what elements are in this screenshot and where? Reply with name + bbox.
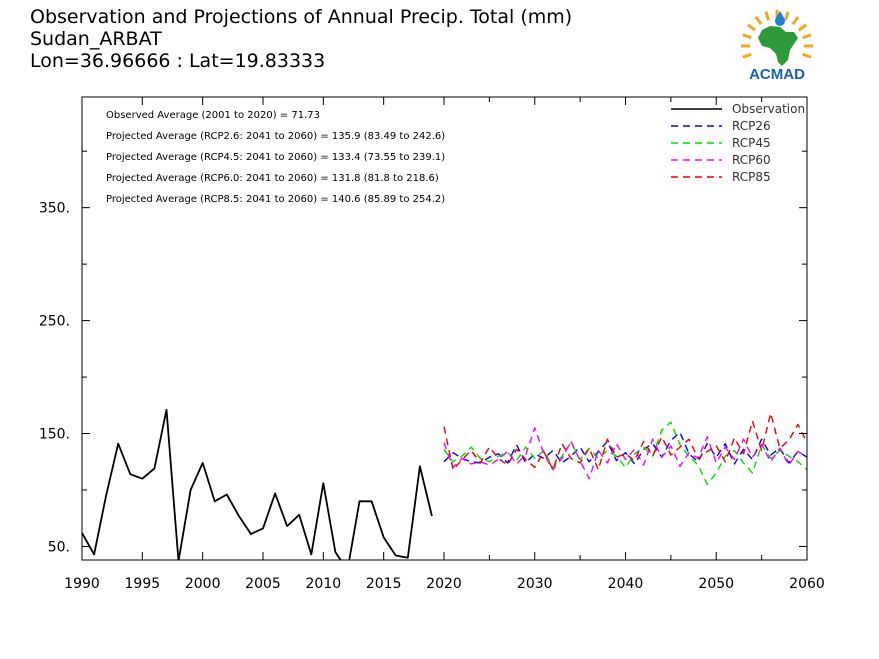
x-tick-label: 1995 — [125, 576, 161, 592]
y-tick-label: 50. — [48, 539, 70, 555]
series-layer — [82, 408, 807, 560]
x-tick-label: 2020 — [426, 576, 462, 592]
logo-ray — [797, 23, 808, 32]
logo-ray — [742, 33, 752, 40]
title-block: Observation and Projections of Annual Pr… — [30, 6, 572, 72]
annotation-rcp26: Projected Average (RCP2.6: 2041 to 2060)… — [106, 131, 445, 142]
logo-ray — [742, 52, 752, 59]
annotation-rcp45: Projected Average (RCP4.5: 2041 to 2060)… — [106, 152, 445, 163]
legend-label-observation: Observation — [732, 102, 805, 116]
x-tick-label: 1990 — [64, 576, 100, 592]
logo-ray — [802, 33, 812, 40]
x-tick-label: 2040 — [608, 576, 644, 592]
x-tick-label: 2010 — [306, 576, 342, 592]
legend: Observation RCP26 RCP45 RCP60 RCP85 — [671, 102, 805, 184]
chart-title: Observation and Projections of Annual Pr… — [30, 6, 573, 28]
series-line-observation — [82, 408, 433, 560]
annotation-rcp60: Projected Average (RCP6.0: 2041 to 2060)… — [106, 173, 439, 184]
x-tick-label: 2015 — [366, 576, 402, 592]
location-name: Sudan_ARBAT — [30, 28, 162, 50]
logo-text: ACMAD — [749, 66, 805, 83]
series-line-rcp26 — [443, 431, 807, 465]
y-tick-label: 150. — [39, 427, 70, 443]
series-line-rcp60 — [443, 427, 807, 480]
legend-label-rcp26: RCP26 — [732, 119, 771, 133]
logo-ray — [746, 23, 757, 32]
annotation-block: Observed Average (2001 to 2020) = 71.73 … — [106, 110, 445, 205]
y-tick-label: 250. — [39, 314, 70, 330]
logo-ray — [764, 11, 771, 21]
x-tick-label: 2050 — [698, 576, 734, 592]
acmad-logo: ACMAD — [741, 10, 813, 83]
logo-ray — [754, 15, 763, 26]
location-coords: Lon=36.96666 : Lat=19.83333 — [30, 50, 326, 72]
legend-label-rcp85: RCP85 — [732, 170, 771, 184]
y-tick-label: 350. — [39, 201, 70, 217]
logo-ray — [783, 11, 790, 21]
series-line-rcp85 — [443, 412, 807, 471]
ticks-layer: 50. 150. 250. 350. 1990 1995 2000 2005 2010 2015 2… — [39, 97, 825, 592]
annotation-rcp85: Projected Average (RCP8.5: 2041 to 2060)… — [106, 194, 445, 205]
legend-label-rcp60: RCP60 — [732, 153, 771, 167]
x-tick-label: 2000 — [185, 576, 221, 592]
water-drop-icon — [775, 11, 785, 26]
logo-rays — [741, 10, 813, 59]
africa-map-icon — [758, 26, 798, 66]
logo-ray — [802, 52, 812, 59]
x-tick-label: 2030 — [517, 576, 553, 592]
legend-label-rcp45: RCP45 — [732, 136, 771, 150]
logo-ray — [791, 15, 800, 26]
x-tick-label: 2060 — [789, 576, 825, 592]
x-tick-label: 2005 — [245, 576, 281, 592]
annotation-observed: Observed Average (2001 to 2020) = 71.73 — [106, 110, 320, 121]
